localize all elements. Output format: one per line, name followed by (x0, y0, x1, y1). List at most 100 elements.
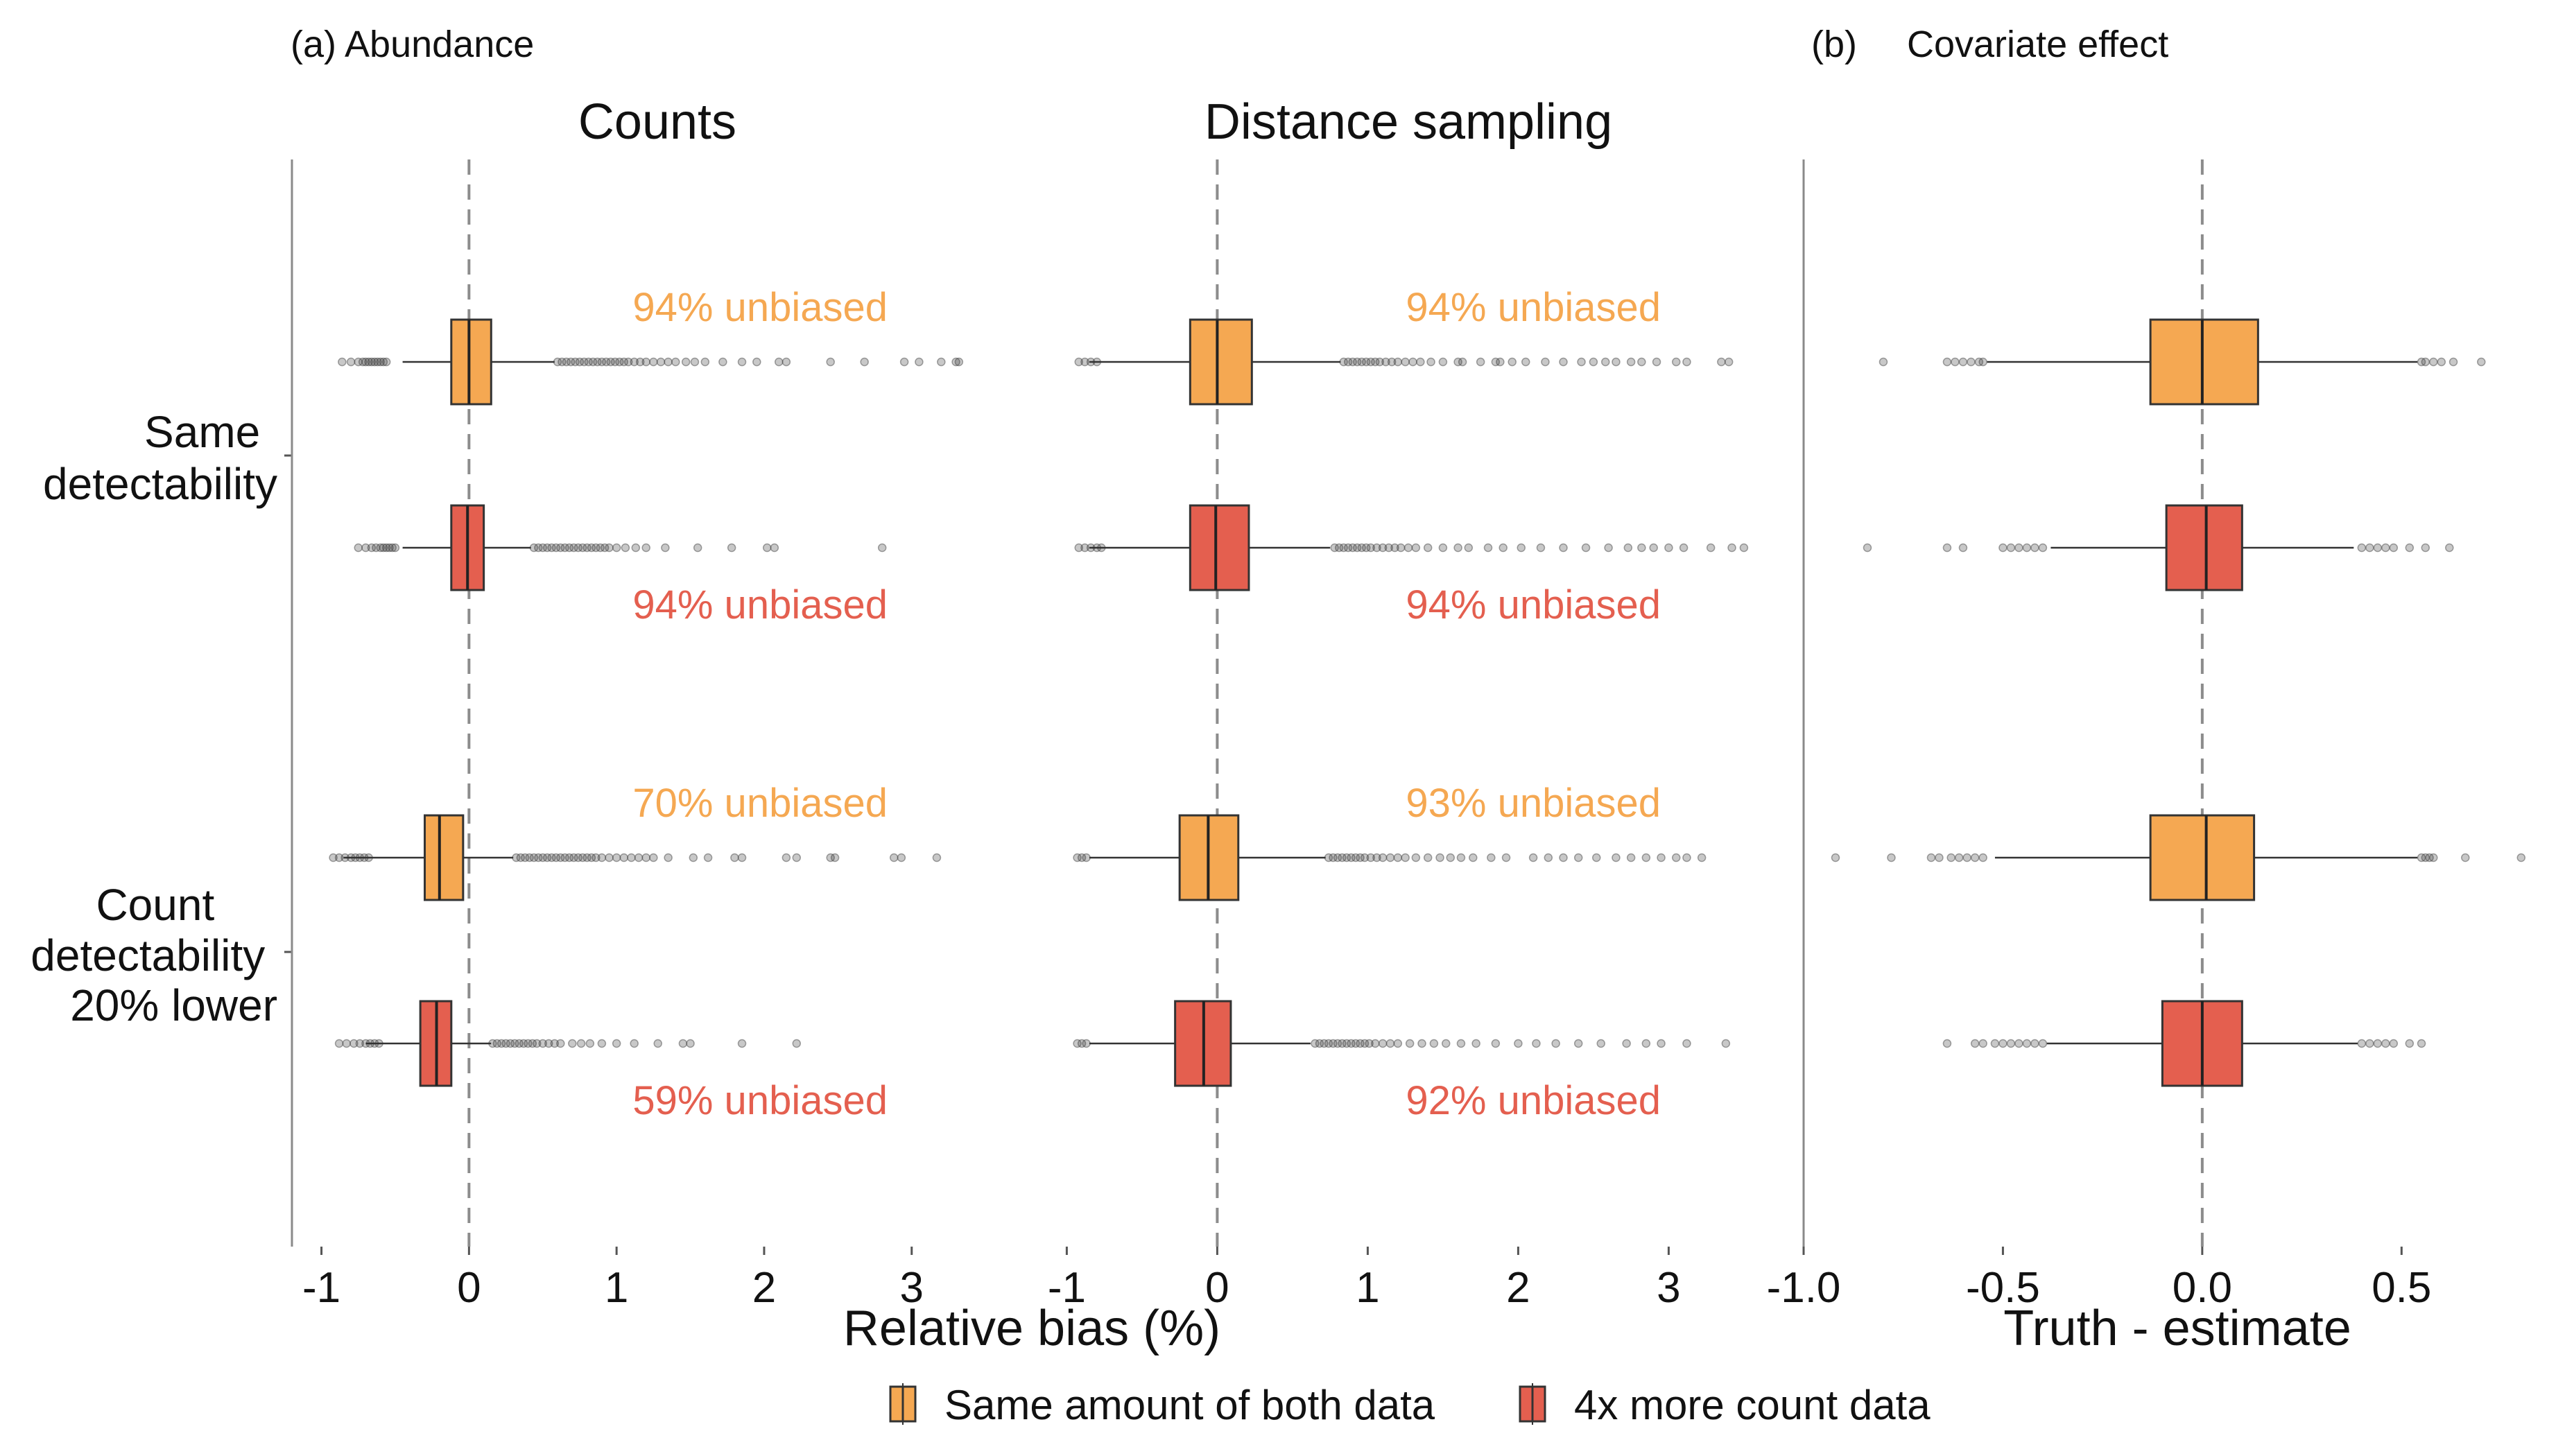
outlier-point (1946, 853, 1955, 863)
outlier-point (364, 357, 373, 367)
outlier-point (1456, 1039, 1466, 1048)
outlier-point (1978, 1039, 1987, 1048)
outlier-point (2429, 357, 2438, 367)
outlier-point (2516, 853, 2526, 863)
x-tick-label: -1.0 (1767, 1264, 1841, 1312)
outlier-point (2405, 543, 2415, 553)
outlier-point (385, 543, 394, 553)
outlier-point (564, 853, 574, 863)
outlier-point (1612, 853, 1621, 863)
outlier-point (1958, 357, 1968, 367)
outlier-point (2006, 1039, 2016, 1048)
outlier-point (576, 1039, 586, 1048)
outlier-point (1596, 1039, 1605, 1048)
x-tick-label: 0 (457, 1264, 481, 1312)
outlier-point (1496, 357, 1505, 367)
box (2149, 814, 2256, 901)
outlier-point (1721, 1039, 1731, 1048)
outlier-point (1657, 1039, 1666, 1048)
outlier-point (897, 853, 906, 863)
outlier-point (1334, 543, 1344, 553)
outlier-point (1517, 543, 1526, 553)
outlier-point (1879, 357, 1888, 367)
outlier-point (1311, 1039, 1320, 1048)
outlier-point (597, 853, 607, 863)
facet-title-counts: Counts (578, 94, 736, 150)
outlier-point (641, 543, 650, 553)
outlier-point (515, 1039, 524, 1048)
x-tick-label: 1 (605, 1264, 628, 1312)
outlier-point (1356, 853, 1365, 863)
outlier-point (551, 543, 561, 553)
outlier-point (1491, 1039, 1501, 1048)
outlier-point (727, 543, 736, 553)
outlier-point (826, 853, 835, 863)
outlier-point (525, 853, 534, 863)
outlier-point (602, 357, 611, 367)
outlier-point (1333, 1039, 1342, 1048)
outlier-point (1998, 1039, 2007, 1048)
outlier-point (762, 543, 772, 553)
outlier-point (600, 543, 610, 553)
outlier-point (1360, 1039, 1370, 1048)
outlier-point (1483, 543, 1493, 553)
outlier-point (1371, 357, 1380, 367)
unbiased-annotation: 70% unbiased (632, 781, 888, 826)
outlier-point (551, 853, 561, 863)
outlier-point (1551, 1039, 1560, 1048)
outlier-point (2381, 543, 2390, 553)
outlier-point (562, 357, 571, 367)
outlier-point (1501, 853, 1511, 863)
box (1189, 318, 1253, 406)
outlier-point (334, 1039, 344, 1048)
outlier-point (623, 357, 633, 367)
outlier-point (1324, 1039, 1333, 1048)
outlier-point (1384, 543, 1394, 553)
outlier-point (1544, 853, 1553, 863)
outlier-point (718, 357, 727, 367)
outlier-point (1724, 357, 1734, 367)
outlier-point (664, 357, 673, 367)
outlier-point (877, 543, 887, 553)
outlier-point (573, 543, 583, 553)
x-tick-label: 3 (1657, 1264, 1680, 1312)
outlier-point (355, 1039, 365, 1048)
outlier-point (915, 357, 924, 367)
outlier-point (566, 357, 576, 367)
outlier-point (656, 357, 666, 367)
outlier-point (2030, 1039, 2039, 1048)
outlier-point (1626, 853, 1636, 863)
outlier-point (519, 1039, 528, 1048)
outlier-point (653, 1039, 662, 1048)
outlier-point (569, 853, 578, 863)
outlier-point (1727, 543, 1736, 553)
x-tick-label: 1 (1356, 1264, 1379, 1312)
outlier-point (1357, 357, 1366, 367)
outlier-point (1426, 357, 1435, 367)
facet-title-distance-sampling: Distance sampling (1204, 94, 1612, 150)
outlier-point (2405, 1039, 2415, 1048)
outlier-point (1387, 357, 1397, 367)
outlier-point (1990, 1039, 2000, 1048)
outlier-point (2429, 853, 2438, 863)
outlier-point (932, 853, 942, 863)
outlier-point (501, 1039, 510, 1048)
outlier-point (774, 357, 784, 367)
outlier-point (1347, 1039, 1356, 1048)
outlier-point (2357, 1039, 2367, 1048)
outlier-point (1077, 853, 1087, 863)
outlier-point (376, 357, 385, 367)
outlier-point (550, 1039, 560, 1048)
panel-label-covariate-name: Covariate effect (1907, 24, 2168, 65)
outlier-point (1404, 543, 1413, 553)
outlier-point (690, 357, 700, 367)
outlier-point (2477, 357, 2486, 367)
outlier-point (1372, 853, 1381, 863)
outlier-point (1559, 543, 1568, 553)
outlier-point (1357, 543, 1366, 553)
outlier-point (605, 543, 614, 553)
unbiased-annotation: 94% unbiased (1406, 285, 1661, 330)
outlier-point (1942, 543, 1952, 553)
outlier-point (1381, 357, 1390, 367)
